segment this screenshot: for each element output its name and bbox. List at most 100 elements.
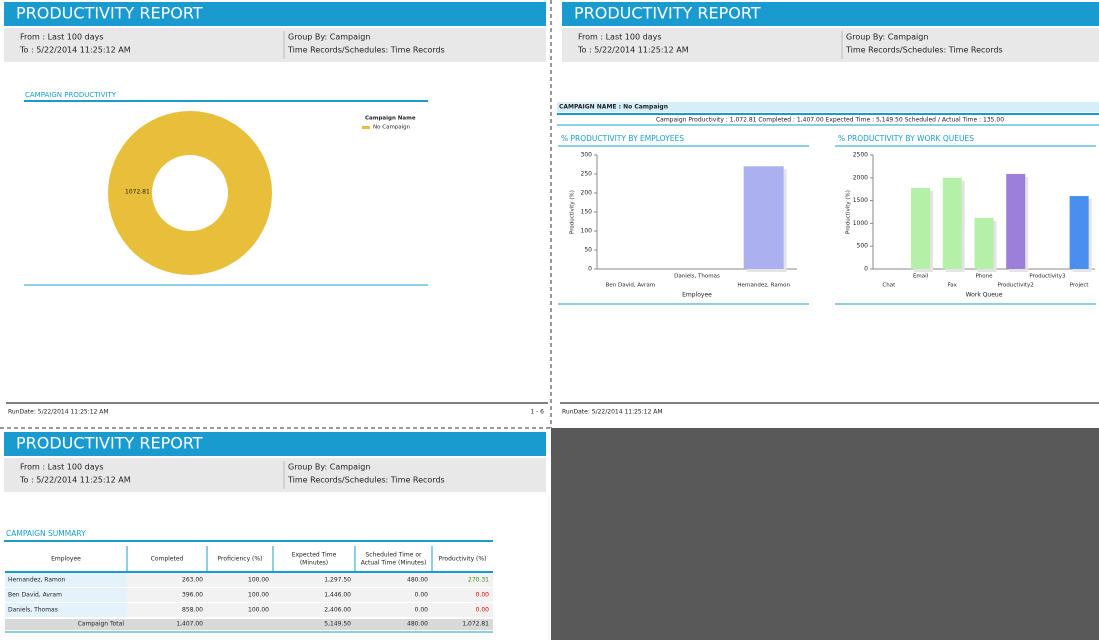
x-tick-label: Phone [975,274,993,280]
header-info [562,28,1099,62]
y-axis-label: Productivity (%) [570,190,576,234]
cell: 396.00 [182,592,203,599]
total-label: Campaign Total [78,621,125,628]
y-tick-label: 100 [581,228,593,235]
header-info [4,28,546,62]
row-bg [127,573,493,587]
column-header: Expected Time [292,552,337,559]
legend-swatch [362,126,370,129]
cell: 270.31 [468,577,489,584]
to-text: To : 5/22/2014 11:25:12 AM [19,46,131,55]
cell: 100.00 [248,592,269,599]
row-bg [127,603,493,617]
y-tick-label: 0 [588,266,592,273]
row-bg [127,588,493,602]
x-tick-label: Ben David, Avram [606,283,655,289]
x-axis-label: Work Queue [966,292,1003,299]
legend-entry: No Campaign [373,125,411,131]
group-text: Group By: Campaign [846,33,928,42]
y-tick-label: 250 [581,171,593,178]
campaign-name: CAMPAIGN NAME : No Campaign [559,104,668,111]
row-bg [5,588,127,602]
y-tick-label: 50 [584,247,592,254]
bar [942,177,962,269]
x-tick-label: Productivity3 [1029,274,1066,280]
cell: 1,446.00 [324,592,351,599]
legend-title: Campaign Name [365,116,416,122]
table-title: CAMPAIGN SUMMARY [6,529,86,538]
column-header: Actual Time (Minutes) [361,560,427,567]
column-header: Productivity (%) [439,556,487,563]
y-axis-label: Productivity (%) [846,190,852,234]
cell: 0.00 [415,607,429,614]
bar [911,188,931,269]
header-bar [4,2,546,26]
column-header: Completed [151,556,184,563]
from-text: From : Last 100 days [578,33,662,42]
report-title: PRODUCTIVITY REPORT [16,4,203,23]
cell: 100.00 [248,607,269,614]
bar [1006,173,1026,269]
column-header: Employee [51,556,81,563]
report-title: PRODUCTIVITY REPORT [16,434,203,453]
bar [974,217,994,269]
cell: Hernandez, Ramon [8,577,66,584]
cell: 263.00 [182,577,203,584]
slice-label: 1072.81 [125,189,150,196]
run-date: RunDate: 5/22/2014 11:25:12 AM [562,409,663,416]
y-tick-label: 2000 [853,174,868,181]
chart-title: CAMPAIGN PRODUCTIVITY [25,91,117,99]
cell: 0.00 [415,592,429,599]
cell: 858.00 [182,607,203,614]
column-header: Proficiency (%) [218,556,263,563]
total-row [5,619,493,630]
header-info [4,458,546,492]
cell: Daniels, Thomas [8,607,58,614]
x-tick-label: Project [1070,283,1090,289]
to-text: To : 5/22/2014 11:25:12 AM [577,46,689,55]
header-bar [562,2,1099,26]
empty-area [551,428,1099,640]
bar [743,166,784,269]
row-bg [5,603,127,617]
x-tick-label: Hernandez, Ramon [737,283,790,289]
header-bar [4,432,546,456]
total-cell: 5,149.50 [324,621,351,628]
campaign-band [557,102,1099,112]
campaign-summary: Campaign Productivity : 1,072.81 Complet… [656,117,1004,124]
y-tick-label: 1000 [853,220,868,227]
chart-title: % PRODUCTIVITY BY WORK QUEUES [838,134,974,143]
from-text: From : Last 100 days [20,463,104,472]
cell: 2,406.00 [324,607,351,614]
y-tick-label: 500 [857,243,869,250]
cell: 0.00 [476,607,490,614]
x-tick-label: Email [913,274,929,280]
bar [1069,196,1089,269]
y-tick-label: 0 [864,266,868,273]
group-text: Group By: Campaign [288,33,370,42]
column-header: (Minutes) [300,560,328,567]
total-cell: 1,072.81 [462,621,489,628]
cell: 480.00 [407,577,428,584]
total-cell: 1,407.00 [176,621,203,628]
time-records-text: Time Records/Schedules: Time Records [287,46,445,55]
chart-title: % PRODUCTIVITY BY EMPLOYEES [561,134,684,143]
group-text: Group By: Campaign [288,463,370,472]
time-records-text: Time Records/Schedules: Time Records [287,476,445,485]
run-date: RunDate: 5/22/2014 11:25:12 AM [8,409,109,416]
total-cell: 480.00 [407,621,428,628]
y-tick-label: 150 [581,209,593,216]
column-header: Scheduled Time or [365,552,422,559]
x-tick-label: Productivity2 [998,283,1034,289]
cell: 1,297.50 [324,577,351,584]
x-tick-label: Chat [882,283,896,289]
y-tick-label: 200 [581,190,593,197]
y-tick-label: 300 [581,152,593,159]
to-text: To : 5/22/2014 11:25:12 AM [19,476,131,485]
cell: 0.00 [476,592,490,599]
y-tick-label: 1500 [853,197,868,204]
x-axis-label: Employee [682,292,712,299]
row-bg [5,573,127,587]
from-text: From : Last 100 days [20,33,104,42]
